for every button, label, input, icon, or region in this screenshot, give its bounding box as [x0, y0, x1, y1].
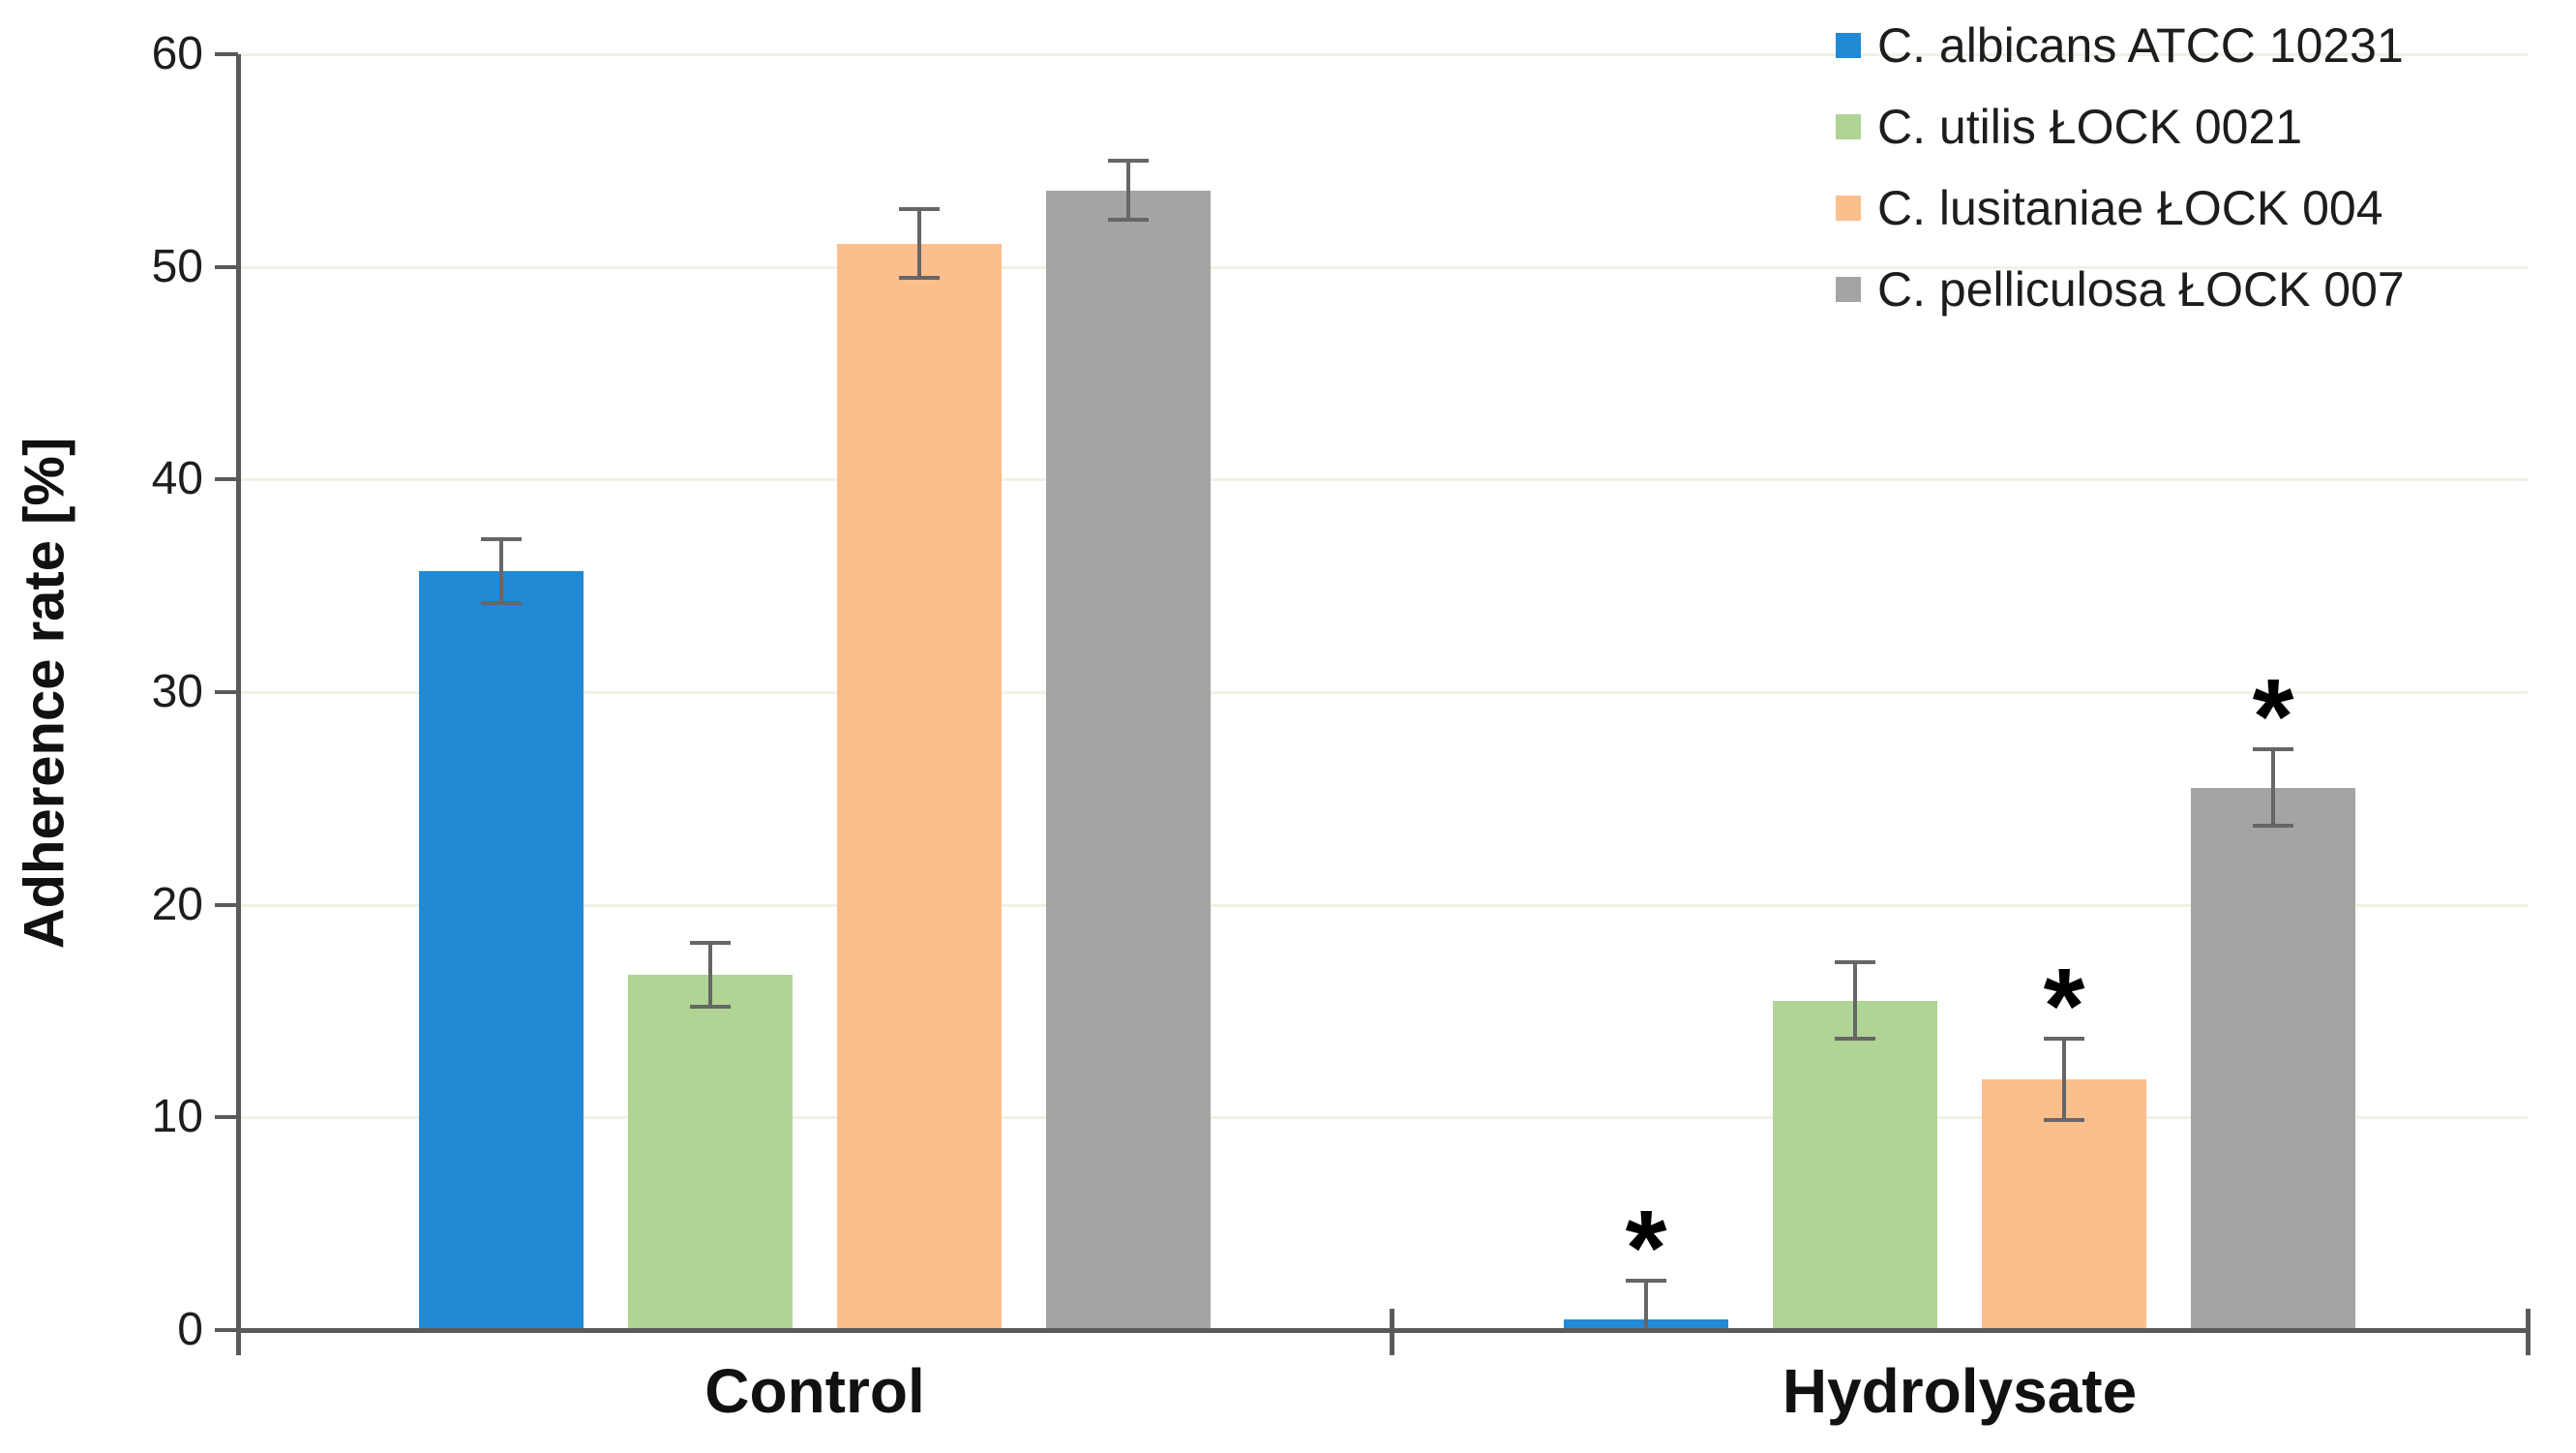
- error-bar-cap-bottom: [899, 275, 940, 280]
- y-tick-label: 10: [151, 1091, 203, 1143]
- y-tick: [215, 1328, 238, 1332]
- bar-control-series2: [837, 243, 1002, 1330]
- bar-control-series3: [1046, 190, 1211, 1330]
- x-axis-boundary-tick: [236, 1309, 241, 1355]
- error-bar-cap-top: [1626, 1279, 1666, 1284]
- y-tick: [215, 690, 238, 694]
- legend-label: C. lusitaniae ŁOCK 004: [1877, 181, 2383, 235]
- legend-label: C. utilis ŁOCK 0021: [1877, 100, 2303, 154]
- legend-swatch: [1836, 277, 1861, 302]
- error-bar: [2271, 749, 2275, 827]
- error-bar: [2062, 1039, 2066, 1120]
- significance-asterisk: *: [1625, 1189, 1667, 1309]
- error-bar-cap-bottom: [481, 600, 522, 605]
- y-tick: [215, 52, 238, 56]
- y-tick: [215, 264, 238, 269]
- y-tick-label: 50: [151, 240, 203, 292]
- error-bar: [499, 538, 503, 603]
- error-bar-cap-bottom: [2044, 1117, 2084, 1122]
- y-tick-label: 30: [151, 666, 203, 717]
- gridline-y20: [238, 903, 2528, 907]
- category-label-control: Control: [704, 1356, 925, 1426]
- legend-swatch: [1836, 114, 1861, 139]
- error-bar: [708, 943, 712, 1008]
- y-tick-label: 20: [151, 878, 203, 930]
- error-bar-cap-top: [1835, 959, 1875, 964]
- error-bar-cap-bottom: [1108, 218, 1149, 223]
- error-bar: [1853, 961, 1857, 1040]
- legend-label: C. pelliculosa ŁOCK 007: [1877, 262, 2405, 317]
- error-bar-cap-top: [2253, 747, 2293, 752]
- y-tick: [215, 477, 238, 482]
- error-bar-cap-top: [481, 536, 522, 541]
- bar-control-series1: [628, 975, 793, 1330]
- error-bar: [1126, 160, 1130, 221]
- significance-asterisk: *: [2252, 657, 2294, 777]
- legend-swatch: [1836, 33, 1861, 58]
- gridline-y50: [238, 265, 2528, 269]
- bar-hydrolysate-series1: [1773, 1000, 1937, 1330]
- error-bar-cap-bottom: [690, 1005, 731, 1010]
- y-tick: [215, 902, 238, 907]
- x-axis-line: [236, 1328, 2531, 1333]
- error-bar-cap-top: [2044, 1037, 2084, 1042]
- error-bar-cap-top: [1108, 158, 1149, 163]
- x-axis-boundary-tick: [1390, 1309, 1394, 1355]
- gridline-y60: [238, 53, 2528, 56]
- y-tick-label: 0: [177, 1304, 203, 1355]
- gridline-y10: [238, 1116, 2528, 1120]
- bar-control-series0: [419, 570, 584, 1330]
- legend-label: C. albicans ATCC 10231: [1877, 18, 2404, 73]
- error-bar: [917, 209, 921, 278]
- gridline-y40: [238, 478, 2528, 482]
- y-axis-line: [236, 54, 241, 1333]
- error-bar: [1644, 1281, 1648, 1330]
- significance-asterisk: *: [2043, 947, 2085, 1067]
- y-tick: [215, 1115, 238, 1120]
- bar-hydrolysate-series3: [2191, 787, 2355, 1330]
- error-bar-cap-bottom: [2253, 824, 2293, 829]
- x-axis-boundary-tick: [2526, 1309, 2531, 1355]
- error-bar-cap-bottom: [1835, 1037, 1875, 1042]
- error-bar-cap-top: [899, 207, 940, 212]
- category-label-hydrolysate: Hydrolysate: [1782, 1356, 2138, 1426]
- legend-swatch: [1836, 196, 1861, 221]
- gridline-y30: [238, 691, 2528, 694]
- y-tick-label: 60: [151, 28, 203, 79]
- y-tick-label: 40: [151, 453, 203, 505]
- error-bar-cap-top: [690, 941, 731, 946]
